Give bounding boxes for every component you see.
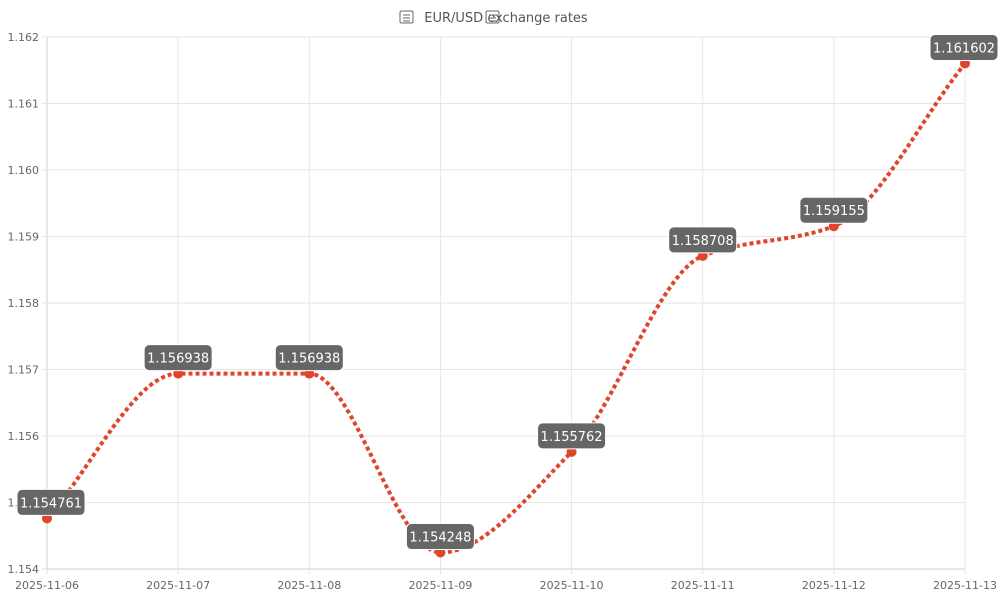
data-label-text: 1.159155 [803,204,865,219]
x-tick-label: 2025-11-11 [671,579,735,592]
y-tick-label: 1.162 [8,31,40,44]
grid [46,36,966,574]
y-tick-label: 1.159 [8,231,40,244]
y-tick-label: 1.157 [8,364,40,377]
data-label: 1.156938 [274,344,344,372]
data-label-box [537,422,607,450]
series-line [45,62,967,555]
data-label-box [799,196,869,224]
data-label: 1.155762 [537,422,607,450]
series-line-group [45,62,967,555]
data-label: 1.158708 [668,226,738,254]
data-label-box [668,226,738,254]
data-label: 1.156938 [143,344,213,372]
data-label: 1.161602 [929,33,999,61]
x-tick-label: 2025-11-12 [802,579,866,592]
data-label-box [16,488,86,516]
data-label: 1.159155 [799,196,869,224]
y-tick-label: 1.158 [8,297,40,310]
data-label-text: 1.161602 [933,41,995,56]
data-label-box [274,344,344,372]
y-tick-label: 1.161 [8,98,40,111]
y-tick-label: 1.154 [8,563,40,576]
x-tick-label: 2025-11-06 [15,579,79,592]
data-label: 1.154248 [405,523,475,551]
x-tick-label: 2025-11-07 [146,579,210,592]
x-tick-label: 2025-11-09 [408,579,472,592]
x-axis: 2025-11-06 2025-11-07 2025-11-08 2025-11-09… [15,579,997,592]
data-label-text: 1.155762 [541,430,603,445]
data-label-text: 1.158708 [672,234,734,249]
y-axis: 1.1541.1551.1561.1571.1581.1591.1601.161… [8,31,47,576]
data-label-text: 1.156938 [278,352,340,367]
us-flag-icon [485,10,500,24]
data-label-box [929,33,999,61]
data-label-text: 1.156938 [147,352,209,367]
data-label-text: 1.154248 [409,531,471,546]
data-labels: 1.154761 1.156938 1.156938 1.154248 1.155762… [16,33,999,551]
x-tick-label: 2025-11-13 [933,579,997,592]
y-tick-label: 1.160 [8,164,40,177]
data-label: 1.154761 [16,488,86,516]
data-points [42,58,970,558]
chart-title: EUR/USD exchange rates [424,11,588,26]
x-tick-label: 2025-11-10 [540,579,604,592]
eu-flag-icon [399,10,414,24]
y-tick-label: 1.156 [8,430,40,443]
x-tick-label: 2025-11-08 [277,579,341,592]
data-label-text: 1.154761 [20,496,82,511]
data-label-box [405,523,475,551]
chart-title-group: EUR/USD exchange rates [399,10,588,26]
data-label-box [143,344,213,372]
